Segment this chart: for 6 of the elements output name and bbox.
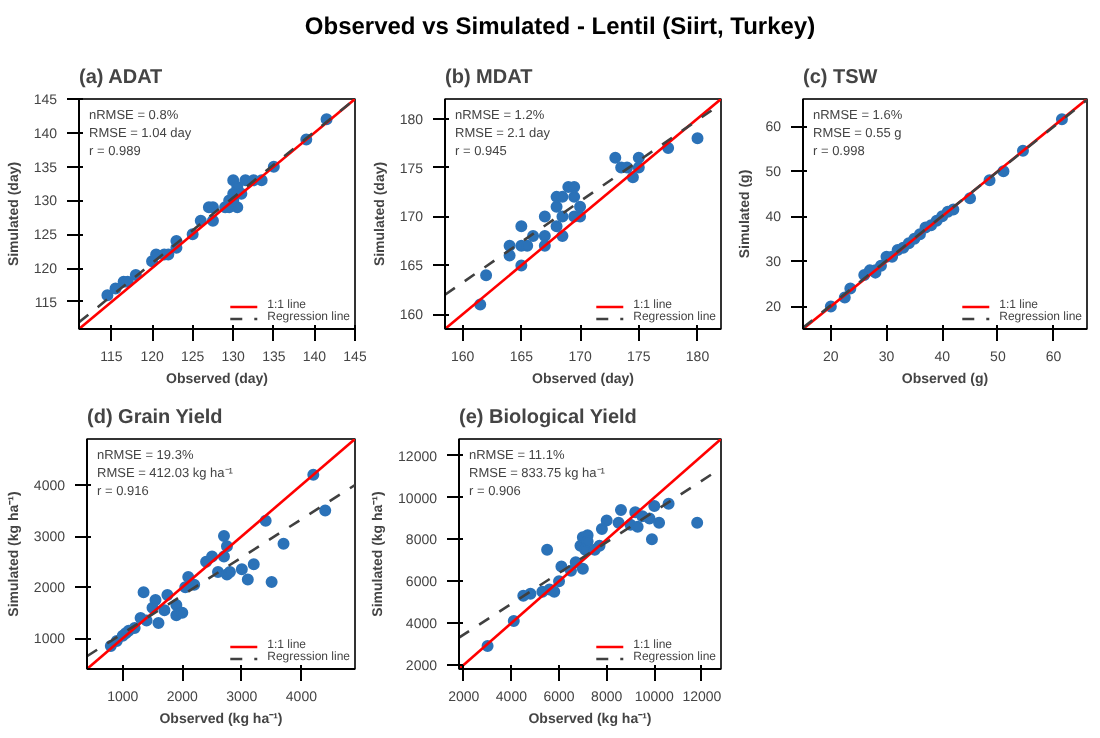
chart-title: (c) TSW xyxy=(803,67,879,89)
chart-title: (e) Biological Yield xyxy=(459,407,637,429)
text: Observed vs Simulated - Lentil (Siirt, Turkey) xyxy=(304,10,816,44)
chart-title: (b) MDAT xyxy=(445,67,533,89)
chart-title: (a) ADAT xyxy=(79,67,163,89)
chart-title: (d) Grain Yield xyxy=(87,407,223,429)
